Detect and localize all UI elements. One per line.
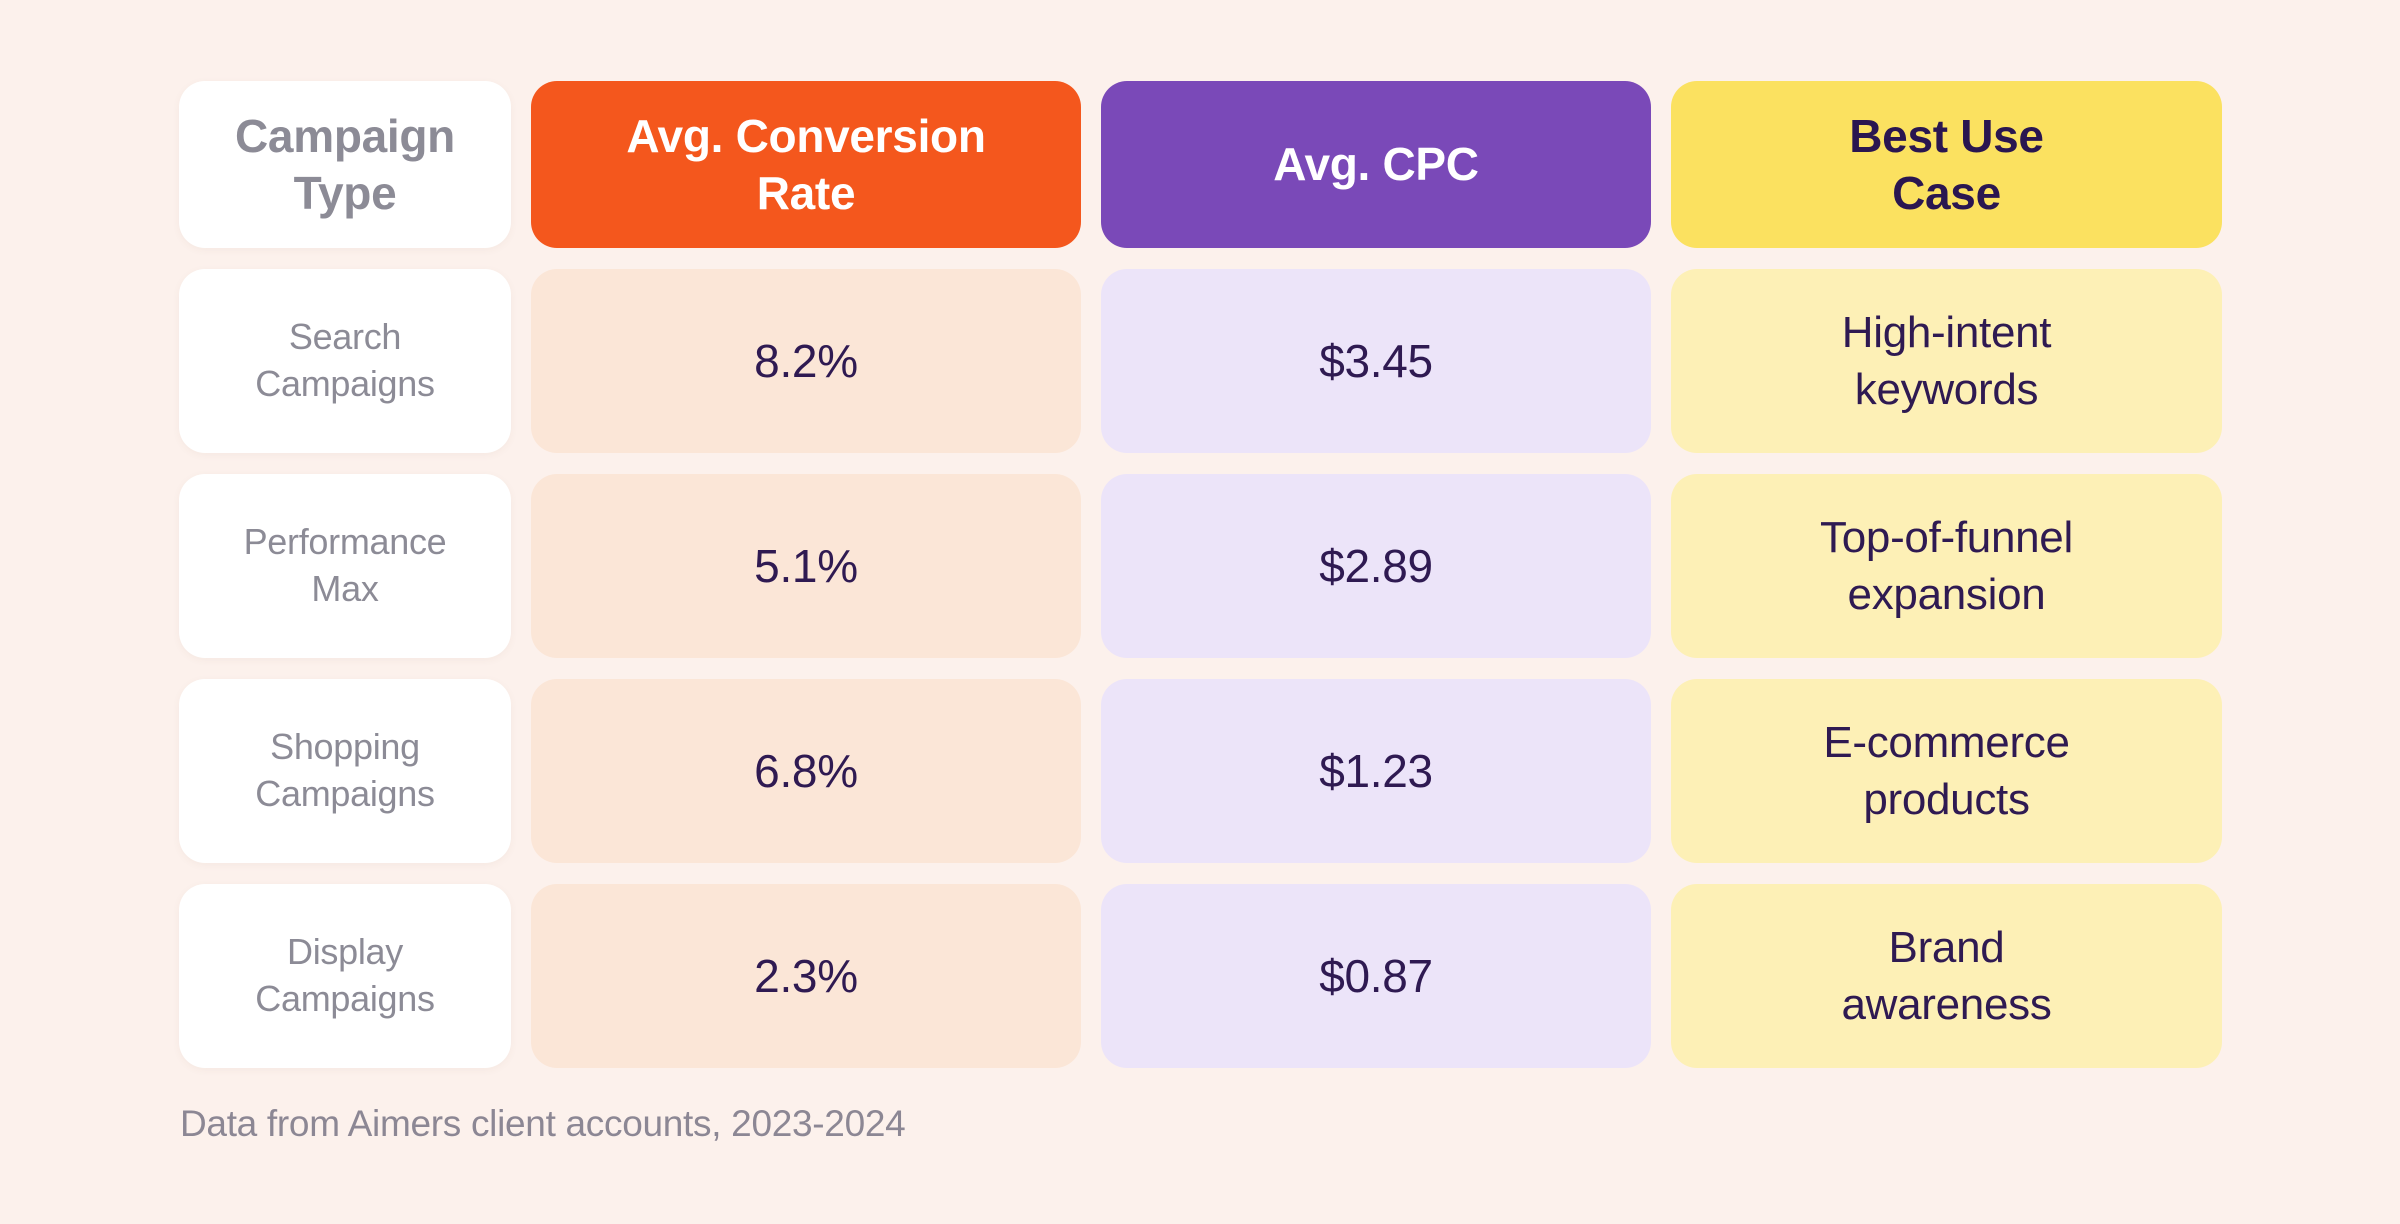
row-search-cpc: $3.45 <box>1101 269 1651 453</box>
row-pmax-type: Performance Max <box>179 474 511 658</box>
row-shopping-type: Shopping Campaigns <box>179 679 511 863</box>
row-shopping-use-case: E-commerce products <box>1671 679 2222 863</box>
row-search-conversion-rate: 8.2% <box>531 269 1081 453</box>
header-avg-conversion-rate: Avg. Conversion Rate <box>531 81 1081 248</box>
row-display-cpc: $0.87 <box>1101 884 1651 1068</box>
row-search-use-case: High-intent keywords <box>1671 269 2222 453</box>
header-campaign-type: Campaign Type <box>179 81 511 248</box>
campaign-comparison-table: Campaign Type Avg. Conversion Rate Avg. … <box>179 81 2222 1068</box>
data-source-footnote: Data from Aimers client accounts, 2023-2… <box>180 1103 906 1144</box>
row-shopping-cpc: $1.23 <box>1101 679 1651 863</box>
row-pmax-conversion-rate: 5.1% <box>531 474 1081 658</box>
header-best-use-case: Best Use Case <box>1671 81 2222 248</box>
row-display-conversion-rate: 2.3% <box>531 884 1081 1068</box>
row-pmax-cpc: $2.89 <box>1101 474 1651 658</box>
row-display-type: Display Campaigns <box>179 884 511 1068</box>
header-avg-cpc: Avg. CPC <box>1101 81 1651 248</box>
row-pmax-use-case: Top-of-funnel expansion <box>1671 474 2222 658</box>
row-search-type: Search Campaigns <box>179 269 511 453</box>
row-shopping-conversion-rate: 6.8% <box>531 679 1081 863</box>
row-display-use-case: Brand awareness <box>1671 884 2222 1068</box>
